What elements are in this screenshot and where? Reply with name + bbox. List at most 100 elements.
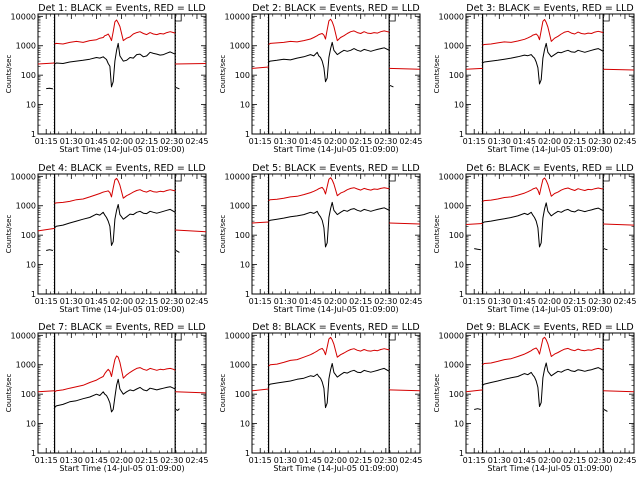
plot-frame [465,173,635,295]
panel-det-9: Det 9: BLACK = Events, RED = LLD 1 10 100 10… [433,322,636,473]
plot-frame [465,332,635,454]
x-tick-label: 01:30 [274,137,297,146]
y-tick-label: 10 [454,101,464,110]
y-axis-label: Counts/sec [5,55,13,94]
series-lld-line [603,223,635,226]
x-tick-label: 01:45 [513,297,536,306]
y-tick-label: 10 [454,420,464,429]
panel-det-2: Det 2: BLACK = Events, RED = LLD 1 10 100 10… [219,3,422,154]
series-lld-line [268,336,390,367]
plot-frame [37,173,207,295]
x-tick-label: 02:45 [613,137,636,146]
y-axis-label: Counts/sec [219,215,227,254]
x-tick-label: 01:45 [85,297,108,306]
y-tick-label: 10 [240,261,250,270]
x-tick-label: 02:00 [110,137,133,146]
x-tick-label: 01:15 [249,297,272,306]
series-lld-line [389,389,421,392]
x-axis-label: Start Time (14-Jul-05 01:09:00) [273,145,398,154]
y-tick-label: 10000 [11,172,36,181]
series-lld-line [482,336,604,366]
series-events-line [54,42,176,88]
x-axis-label: Start Time (14-Jul-05 01:09:00) [59,145,184,154]
x-tick-label: 02:45 [185,297,208,306]
y-axis-label: Counts/sec [433,215,441,254]
panel-det-6: Det 6: BLACK = Events, RED = LLD 1 10 100 10… [433,163,636,314]
corner-marker [389,14,396,22]
x-tick-label: 01:30 [488,297,511,306]
x-tick-label: 02:15 [349,456,372,465]
panel-title: Det 1: BLACK = Events, RED = LLD [38,3,205,14]
series-lld-line [37,227,55,232]
y-tick-label: 100 [235,231,250,240]
series-events-line [482,202,604,248]
x-tick-label: 02:00 [324,297,347,306]
x-tick-label: 02:15 [563,456,586,465]
series-events-line [175,87,180,90]
x-tick-label: 02:15 [135,456,158,465]
corner-marker [603,174,610,182]
panel-title: Det 5: BLACK = Events, RED = LLD [252,163,419,174]
series-lld-line [54,19,176,45]
series-events-line [46,249,54,251]
plot-frame [37,13,207,135]
y-tick-label: 1 [245,130,250,139]
series-lld-line [175,63,207,65]
y-tick-label: 10000 [439,172,464,181]
y-tick-label: 1000 [16,42,36,51]
series-lld-line [465,223,483,225]
y-tick-label: 1000 [444,361,464,370]
x-tick-label: 01:15 [463,297,486,306]
x-tick-label: 01:15 [35,297,58,306]
x-tick-label: 02:30 [588,456,611,465]
y-tick-label: 1000 [16,202,36,211]
y-tick-label: 1 [459,130,464,139]
x-tick-label: 01:30 [274,456,297,465]
x-tick-label: 02:00 [538,297,561,306]
series-events-line [268,201,390,248]
x-tick-label: 02:30 [588,137,611,146]
x-tick-label: 01:30 [60,456,83,465]
y-tick-label: 1 [31,449,36,458]
x-tick-label: 02:45 [399,456,422,465]
series-events-line [268,41,390,83]
y-tick-label: 100 [235,71,250,80]
series-events-line [482,42,604,85]
x-tick-label: 02:00 [538,456,561,465]
x-axis-label: Start Time (14-Jul-05 01:09:00) [59,305,184,314]
x-tick-label: 02:30 [374,297,397,306]
panel-title: Det 2: BLACK = Events, RED = LLD [252,3,419,14]
y-tick-label: 10 [240,101,250,110]
panel-det-3: Det 3: BLACK = Events, RED = LLD 1 10 100 10… [433,3,636,154]
x-tick-label: 02:00 [110,297,133,306]
x-tick-label: 02:15 [349,137,372,146]
series-lld-line [603,68,635,71]
y-tick-label: 1 [31,290,36,299]
series-events-line [54,378,176,413]
x-tick-label: 01:45 [85,456,108,465]
x-tick-label: 02:15 [349,297,372,306]
panel-det-1: Det 1: BLACK = Events, RED = LLD 1 10 100 10… [5,3,208,154]
panel-det-8: Det 8: BLACK = Events, RED = LLD 1 10 100 10… [219,322,422,473]
y-tick-label: 10000 [225,172,250,181]
panel-title: Det 9: BLACK = Events, RED = LLD [466,322,633,333]
y-tick-label: 1 [245,449,250,458]
x-tick-label: 02:30 [160,137,183,146]
x-axis-label: Start Time (14-Jul-05 01:09:00) [487,305,612,314]
series-events-line [603,248,608,251]
y-tick-label: 100 [235,390,250,399]
plot-frame [465,13,635,135]
panel-det-4: Det 4: BLACK = Events, RED = LLD 1 10 100 10… [5,163,208,314]
y-tick-label: 10000 [439,12,464,21]
x-tick-label: 01:30 [274,297,297,306]
x-tick-label: 01:45 [299,297,322,306]
x-tick-label: 02:30 [374,137,397,146]
x-tick-label: 02:15 [135,297,158,306]
x-tick-label: 01:30 [60,137,83,146]
x-tick-label: 02:45 [185,137,208,146]
y-axis-label: Counts/sec [5,215,13,254]
x-tick-label: 01:15 [463,456,486,465]
x-axis-label: Start Time (14-Jul-05 01:09:00) [59,464,184,473]
x-tick-label: 02:15 [135,137,158,146]
